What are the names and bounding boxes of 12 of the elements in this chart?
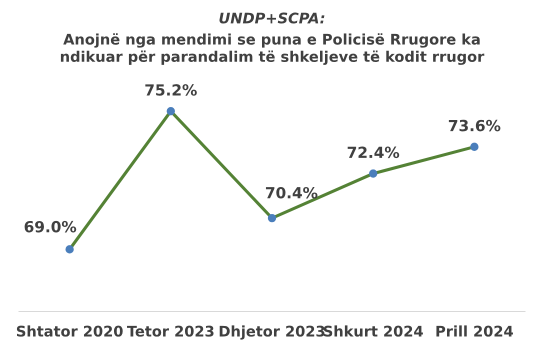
x-tick-label: Shtator 2020	[16, 325, 123, 337]
x-tick-label: Dhjetor 2023	[220, 325, 324, 340]
data-label: 73.6%	[448, 120, 500, 132]
data-label: 75.2%	[145, 84, 197, 96]
data-label: 72.4%	[348, 146, 400, 158]
chart-title: UNDP+SCPA:	[219, 12, 324, 24]
x-tick-label: Prill 2024	[436, 325, 513, 337]
x-tick-label: Shkurt 2024	[324, 325, 423, 337]
data-label: 69.0%	[24, 220, 76, 232]
x-tick-label: Tetor 2023	[127, 326, 214, 337]
data-label: 70.4%	[266, 186, 318, 199]
chart-subtitle: Anojnë nga mendimi se puna e Policisë Rrugore ka ndikuar për parandalim të shkeljeve të kodit rrugor	[60, 33, 484, 65]
